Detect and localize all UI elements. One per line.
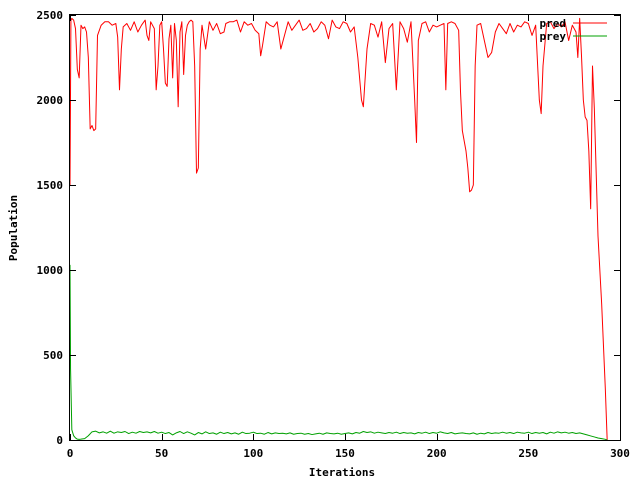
x-tick-label: 100 <box>243 447 263 460</box>
legend-label-prey: prey <box>540 30 567 43</box>
x-tick-label: 200 <box>427 447 447 460</box>
y-tick-label: 500 <box>43 349 63 362</box>
y-tick-label: 2000 <box>37 94 64 107</box>
y-axis-label: Population <box>7 195 20 261</box>
series-line-prey <box>69 264 608 441</box>
y-tick-label: 1000 <box>37 264 64 277</box>
y-tick-label: 2500 <box>37 9 64 22</box>
x-tick-label: 0 <box>67 447 74 460</box>
series-layer <box>69 17 608 441</box>
x-tick-label: 300 <box>610 447 630 460</box>
x-tick-label: 250 <box>518 447 538 460</box>
x-axis-ticks: 0 50 100 150 200 250 300 <box>67 15 630 460</box>
y-axis-ticks: 0 500 1000 1500 2000 2500 <box>37 9 620 447</box>
x-tick-label: 50 <box>155 447 168 460</box>
x-tick-label: 150 <box>335 447 355 460</box>
x-axis-label: Iterations <box>309 466 375 479</box>
y-tick-label: 1500 <box>37 179 64 192</box>
series-line-pred <box>69 17 608 441</box>
legend-label-pred: pred <box>540 17 567 30</box>
plot-frame <box>69 14 621 441</box>
y-tick-label: 0 <box>56 434 63 447</box>
